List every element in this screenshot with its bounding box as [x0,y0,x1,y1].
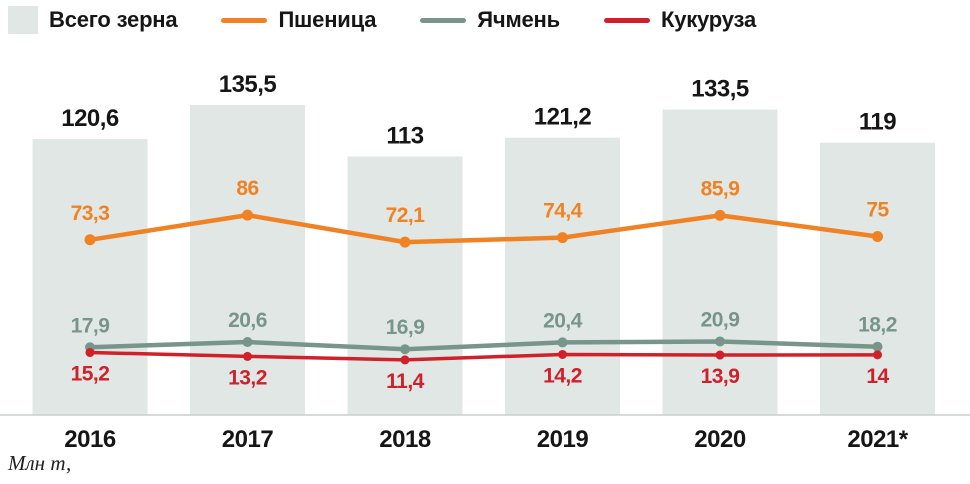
point-value-label-wheat: 86 [236,177,258,200]
data-point-barley [400,344,410,355]
legend-item: Пшеница [221,7,376,33]
bar-total-grain [190,104,305,415]
x-axis-label: 2021* [847,426,908,453]
bar-value-label: 113 [386,122,423,149]
x-axis-label: 2019 [537,426,589,453]
data-point-barley [715,336,725,347]
bar-total-grain [347,156,463,415]
x-axis-label: 2016 [64,426,116,453]
point-value-label-barley: 20,9 [701,308,740,331]
bar-total-grain [662,109,778,415]
x-axis-label: 2020 [694,426,746,453]
point-value-label-barley: 20,4 [543,309,583,332]
point-value-label-barley: 17,9 [71,314,110,337]
series-line-wheat [87,212,880,245]
point-value-label-barley: 20,6 [228,309,267,332]
point-value-label-wheat: 72,1 [386,204,426,227]
x-axis-label: 2018 [379,426,431,453]
x-axis-label: 2017 [222,426,274,453]
legend-item: Всего зерна [8,6,178,34]
data-point-barley [557,337,568,348]
data-point-corn [715,350,725,360]
point-value-label-corn: 14,2 [543,364,582,387]
point-value-label-corn: 13,9 [701,365,740,388]
data-point-barley [872,341,883,352]
bar-total-grain [505,137,620,415]
point-value-label-barley: 18,2 [858,314,897,337]
data-point-wheat [399,236,411,248]
data-point-wheat [557,232,568,244]
data-point-wheat [872,231,883,242]
legend-bar-swatch [8,6,38,34]
data-point-corn [558,349,567,359]
point-value-label-barley: 16,9 [386,316,425,339]
point-value-label-wheat: 74,4 [543,200,583,223]
data-point-wheat [242,209,253,221]
bar-value-label: 121,2 [534,104,592,131]
series-line-barley [87,339,880,352]
bar-value-label: 119 [859,109,896,136]
bar-value-label: 133,5 [691,76,749,103]
data-point-wheat [714,209,726,221]
legend-line-swatch [603,17,650,23]
legend-label: Кукуруза [660,7,756,32]
point-value-label-wheat: 73,3 [71,202,110,225]
data-point-corn [873,350,882,360]
point-value-label-wheat: 75 [866,199,889,222]
bar-total-grain [32,139,148,415]
legend-label: Пшеница [278,7,377,32]
data-point-corn [85,348,95,358]
legend-item: Кукуруза [603,7,756,33]
chart-legend: Всего зерна Пшеница Ячмень Кукуруза [8,6,756,34]
series-line-corn [88,350,880,362]
legend-label: Ячмень [477,7,560,32]
bar-value-label: 135,5 [219,71,277,98]
legend-label: Всего зерна [49,7,178,32]
point-value-label-wheat: 85,9 [701,177,740,200]
point-value-label-corn: 15,2 [71,363,110,386]
unit-label: Млн т, [8,451,72,475]
data-point-corn [400,355,410,365]
legend-line-swatch [420,17,467,23]
point-value-label-corn: 13,2 [228,366,267,389]
data-point-barley [242,337,253,348]
data-point-corn [243,351,252,361]
legend-line-swatch [221,17,268,23]
point-value-label-corn: 11,4 [386,370,425,393]
legend-item: Ячмень [420,7,560,33]
data-point-wheat [84,234,96,246]
bar-value-label: 120,6 [61,105,119,132]
point-value-label-corn: 14 [866,365,889,388]
bar-total-grain [820,142,935,415]
